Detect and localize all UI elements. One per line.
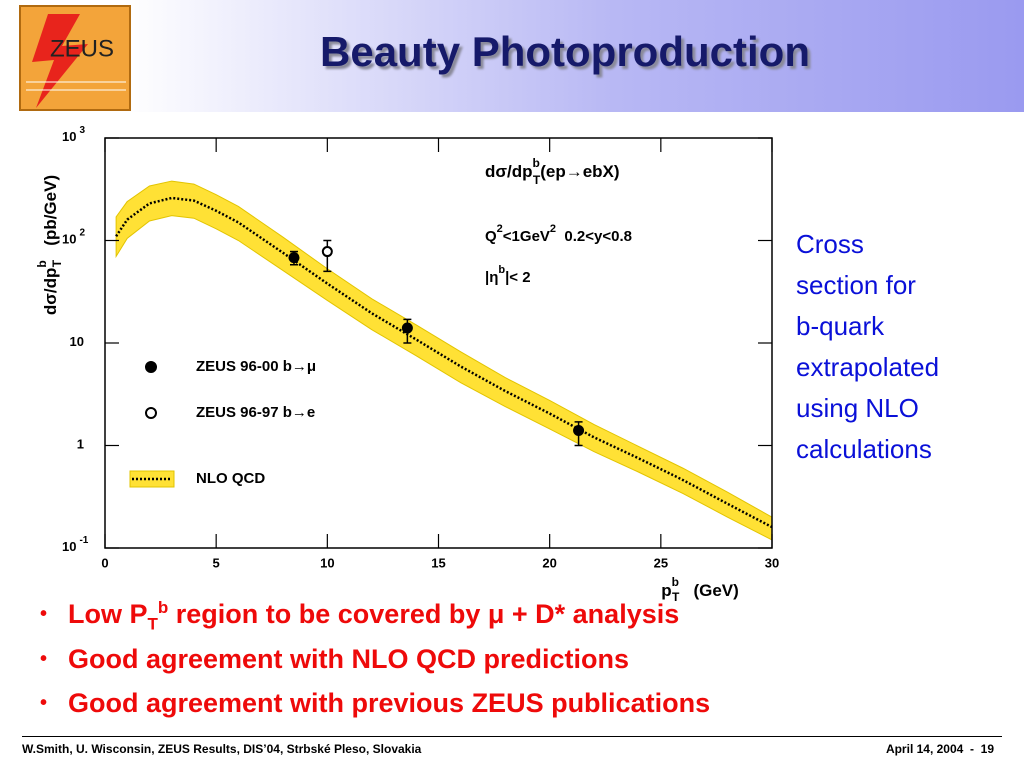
logo-text: ZEUS xyxy=(50,35,114,62)
annotation-text: (ep→ebX) xyxy=(540,162,619,181)
bullet-sup: b xyxy=(157,598,169,617)
y-tick-text: 10 xyxy=(70,334,84,349)
axis-title-sup: b xyxy=(35,260,49,267)
slide-title: Beauty Photoproduction xyxy=(320,28,810,75)
bullet-text: Good agreement with previous ZEUS public… xyxy=(68,688,711,718)
x-tick-label: 5 xyxy=(213,555,220,570)
annotation: |ηb|< 2 xyxy=(485,264,531,286)
data-point xyxy=(288,252,300,264)
annotation-text: |η xyxy=(485,269,498,286)
x-axis-title: pb T (GeV) xyxy=(661,575,739,604)
bullet-text: region to be covered by xyxy=(168,599,488,629)
legend-marker xyxy=(145,407,157,419)
axis-title-text: p xyxy=(661,581,671,600)
annotation-text: dσ/dp xyxy=(485,162,533,181)
axis-title-sub: T xyxy=(672,590,680,604)
y-axis-title: dσ/dpbT (pb/GeV) xyxy=(35,175,64,315)
annotation-sup: b xyxy=(533,156,540,170)
annotation-text: |< 2 xyxy=(505,269,530,286)
y-tick-label: 10 3 xyxy=(62,125,85,145)
y-tick-text: 10 xyxy=(62,539,76,554)
data-point xyxy=(573,425,585,437)
annotation-text: <1GeV xyxy=(503,228,550,245)
data-point xyxy=(321,246,333,258)
data-point xyxy=(401,322,413,334)
bullet-sub: T xyxy=(147,614,158,634)
side-note-line: extrapolated xyxy=(796,352,940,382)
y-tick-label: 1 xyxy=(77,437,84,452)
y-tick-sup: 3 xyxy=(79,125,85,136)
axis-title-sub: T xyxy=(50,259,64,267)
annotation: Q2<1GeV2 0.2<y<0.8 xyxy=(485,223,632,245)
annotation: dσ/dpb T(ep→ebX) xyxy=(485,156,620,187)
x-tick-label: 15 xyxy=(431,555,445,570)
bullet: • Good agreement with previous ZEUS publi… xyxy=(40,688,711,718)
axis-title-text: (pb/GeV) xyxy=(41,175,60,260)
legend-label: ZEUS 96-97 b→e xyxy=(196,404,315,421)
annotation-sup: b xyxy=(498,264,505,276)
side-note-line: using NLO xyxy=(796,393,919,423)
footer-rule xyxy=(22,736,1002,737)
y-tick-label: 10 -1 xyxy=(62,535,89,555)
y-tick-sup: 2 xyxy=(79,227,85,238)
annotation-text: Q xyxy=(485,228,497,245)
bullet-text: Good agreement with NLO QCD predictions xyxy=(68,644,630,674)
side-note-line: section for xyxy=(796,270,916,300)
bullet: • Good agreement with NLO QCD predictions xyxy=(40,644,630,674)
side-note-line: calculations xyxy=(796,434,932,464)
x-tick-label: 0 xyxy=(101,555,108,570)
x-tick-label: 10 xyxy=(320,555,334,570)
legend-label: ZEUS 96-00 b→μ xyxy=(196,358,316,375)
footer-right: April 14, 2004 - 19 xyxy=(885,742,994,756)
bullet-text: Low P xyxy=(68,599,148,629)
annotation-sub: T xyxy=(533,173,541,187)
y-tick-label: 10 2 xyxy=(62,227,85,247)
y-tick-text: 1 xyxy=(77,437,84,452)
bullet-text: μ xyxy=(487,599,505,629)
side-note-line: Cross xyxy=(796,229,864,259)
logo: ZEUS xyxy=(19,5,131,111)
annotation-text: 0.2<y<0.8 xyxy=(556,228,632,245)
x-tick-label: 20 xyxy=(542,555,556,570)
y-tick-text: 10 xyxy=(62,129,76,144)
logo-bolt xyxy=(32,14,88,108)
x-tick-label: 30 xyxy=(765,555,779,570)
chart: dσ/dpb T(ep→ebX) Q2<1GeV2 0.2<y<0.8 |ηb|<… xyxy=(35,125,779,605)
y-tick-sup: -1 xyxy=(79,535,88,546)
axis-title-text: (GeV) xyxy=(679,581,739,600)
legend-marker xyxy=(145,361,157,373)
side-note-line: b-quark xyxy=(796,311,885,341)
axis-title-text: dσ/dp xyxy=(41,268,60,316)
legend-label: NLO QCD xyxy=(196,470,265,487)
axis-title-sup: b xyxy=(672,575,679,589)
bullet-text: + D* analysis xyxy=(504,599,680,629)
bullet: • Low PTb region to be covered by μ + D* … xyxy=(40,598,680,634)
annotation-sup: 2 xyxy=(497,223,503,235)
annotation-sup: 2 xyxy=(550,223,556,235)
side-note: Cross section for b-quark extrapolated using… xyxy=(796,224,939,470)
header-band xyxy=(0,0,1024,112)
y-tick-label: 10 xyxy=(70,334,84,349)
x-tick-label: 25 xyxy=(654,555,668,570)
footer-left: W.Smith, U. Wisconsin, ZEUS Results, DIS… xyxy=(22,742,422,756)
y-tick-text: 10 xyxy=(62,232,76,247)
